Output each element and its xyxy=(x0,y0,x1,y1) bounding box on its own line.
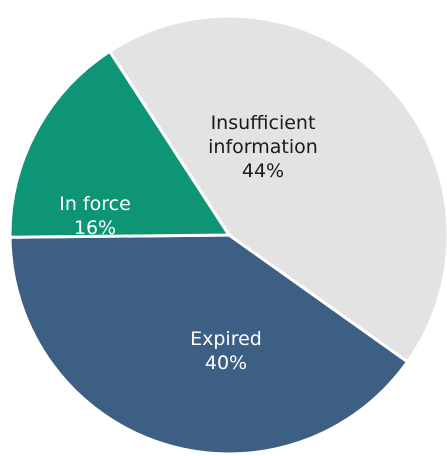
slice-name: In force xyxy=(59,193,131,215)
slice-label-in-force: In force 16% xyxy=(59,193,131,239)
slice-percent: 16% xyxy=(74,217,116,239)
slice-percent: 44% xyxy=(242,160,284,182)
slice-name: Expired xyxy=(190,328,262,350)
slice-name: Insufficient xyxy=(211,112,316,134)
pie-slice-in-force xyxy=(8,49,231,239)
slice-name: information xyxy=(208,136,318,158)
slice-percent: 40% xyxy=(205,352,247,374)
slice-label-expired: Expired 40% xyxy=(190,328,262,374)
pie-slice-expired xyxy=(8,233,410,456)
slice-label-insufficient: Insufficient information 44% xyxy=(208,112,318,182)
pie-slice-insufficient xyxy=(108,14,447,364)
